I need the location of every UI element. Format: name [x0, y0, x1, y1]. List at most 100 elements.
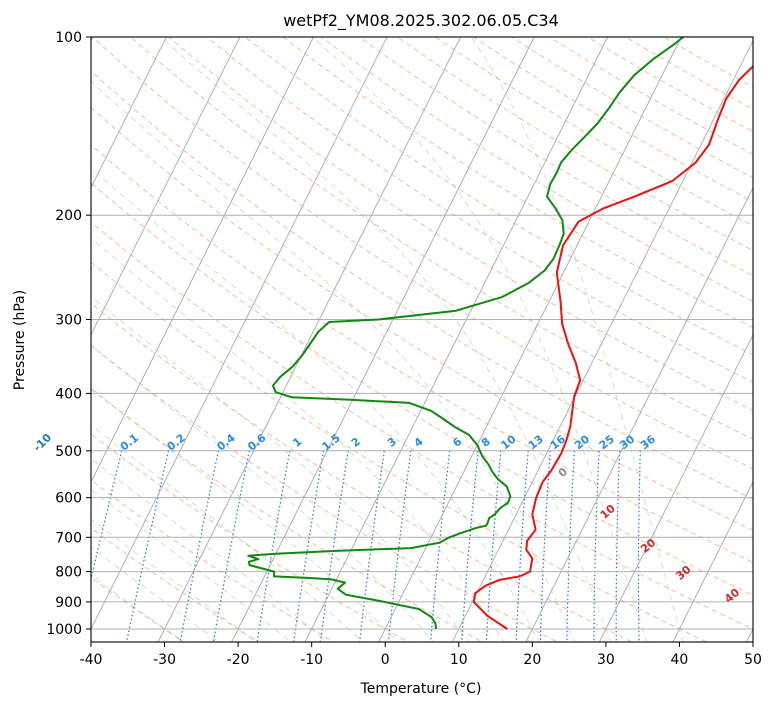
isotherm	[91, 37, 241, 336]
dry-adiabat	[91, 221, 753, 630]
isotherm	[91, 37, 167, 189]
moist-adiabat	[91, 546, 220, 642]
x-tick-label: -20	[227, 652, 250, 668]
mixing-ratio-label: 3	[385, 435, 399, 450]
x-tick-label: 0	[381, 652, 390, 668]
moist-adiabat	[470, 37, 684, 642]
dry-adiabat	[91, 302, 633, 642]
y-tick-label: 300	[55, 312, 82, 328]
isotherm	[157, 37, 462, 642]
y-tick-label: 1000	[46, 622, 82, 638]
mixing-ratio-label: 2	[349, 435, 363, 450]
dry-adiabat	[91, 182, 753, 596]
moist-adiabat	[91, 344, 434, 642]
x-tick-label: 20	[523, 652, 541, 668]
moist-adiabat	[91, 237, 505, 642]
moist-adiabat	[159, 37, 612, 642]
dry-adiabat	[91, 261, 708, 642]
dry-adiabat	[91, 70, 753, 500]
y-tick-label: 700	[55, 530, 82, 546]
moist-adiabat-label: 0	[556, 465, 570, 480]
mixing-ratio-label: 0.2	[165, 431, 188, 453]
mixing-ratio-label: 4	[412, 435, 426, 450]
isotherm	[672, 480, 753, 642]
moist-adiabat-label: 10	[598, 502, 618, 522]
isotherm	[91, 37, 388, 631]
dry-adiabat	[206, 37, 753, 383]
dry-adiabat	[510, 37, 753, 179]
dry-adiabat	[91, 144, 753, 563]
moist-adiabat	[91, 386, 399, 642]
mixing-ratio-line	[125, 450, 170, 642]
moist-adiabat-label: 20	[638, 536, 658, 556]
isotherm	[91, 37, 315, 484]
dry-adiabat	[282, 37, 753, 329]
mixing-ratio-line	[179, 450, 219, 642]
mixing-ratio-label: 36	[638, 432, 658, 452]
isotherm	[598, 333, 753, 642]
mixing-ratio-label: 16	[548, 432, 568, 452]
dewpoint-profile	[247, 37, 685, 630]
axes: -40 -30 -20 -10 0 10 20 30 40 5010020030040050060…	[46, 30, 762, 668]
isotherm	[745, 627, 753, 642]
dry-adiabat	[358, 37, 753, 277]
isotherm	[304, 37, 609, 642]
y-tick-label: 100	[55, 30, 82, 46]
y-axis-label: Pressure (hPa)	[12, 290, 28, 390]
dry-adiabat	[244, 37, 753, 356]
mixing-ratio-label: 25	[597, 433, 617, 453]
dry-adiabat	[91, 577, 186, 642]
moist-adiabat	[91, 458, 328, 642]
x-tick-label: 40	[671, 652, 689, 668]
y-tick-label: 600	[55, 491, 82, 507]
mixing-ratio-line	[358, 450, 385, 642]
mixing-ratio-line	[387, 450, 412, 642]
mixing-ratio-label: 10	[499, 432, 519, 452]
dry-adiabat	[91, 479, 335, 642]
x-tick-label: -40	[80, 652, 103, 668]
mixing-ratio-label: 30	[617, 432, 637, 452]
mixing-ratio-label: 6	[450, 435, 464, 450]
x-tick-label: 50	[744, 652, 762, 668]
moist-adiabat	[91, 489, 293, 642]
temperature-profile	[472, 64, 753, 630]
x-tick-label: -10	[300, 652, 323, 668]
x-tick-label: 30	[597, 652, 615, 668]
y-tick-label: 400	[55, 386, 82, 402]
dry-adiabat	[396, 37, 753, 251]
plot-area: -100-90-80-70-60-50-40-30-20-100.10.20.4…	[31, 36, 754, 643]
x-axis-label: Temperature (°C)	[360, 681, 482, 697]
moist-adiabat	[91, 574, 184, 642]
mixing-ratio-label: 0.6	[245, 431, 269, 453]
dry-adiabat	[168, 37, 753, 411]
dry-adiabat-label: -10	[31, 431, 54, 454]
mixing-ratio-label: 0.4	[214, 431, 238, 453]
mixing-ratio-line	[461, 450, 479, 642]
isotherm	[378, 37, 682, 642]
moist-adiabat	[91, 167, 540, 642]
dry-adiabat	[91, 388, 484, 642]
mixing-ratio-line	[429, 450, 451, 642]
mixing-ratio-label: 8	[479, 435, 493, 450]
moist-adiabat	[91, 424, 364, 642]
dry-adiabat	[91, 37, 753, 470]
dry-adiabat	[434, 37, 753, 227]
y-tick-label: 900	[55, 595, 82, 611]
plot-frame	[90, 36, 754, 643]
mixing-ratio-label: 1.5	[319, 431, 342, 453]
dry-adiabat	[548, 37, 753, 156]
y-tick-label: 200	[55, 208, 82, 224]
x-tick-label: 10	[450, 652, 468, 668]
chart-title: wetPf2_YM08.2025.302.06.05.C34	[283, 11, 559, 31]
dry-adiabat	[91, 106, 753, 531]
isotherm	[231, 37, 535, 642]
mixing-ratio-label: 1	[290, 435, 304, 450]
x-tick-label: -30	[153, 652, 176, 668]
mixing-ratio-line	[539, 450, 551, 642]
isotherm	[451, 39, 753, 642]
y-tick-label: 500	[55, 444, 82, 460]
mixing-ratio-label: 20	[572, 432, 592, 452]
moist-adiabat	[91, 295, 469, 642]
y-tick-label: 800	[55, 565, 82, 581]
